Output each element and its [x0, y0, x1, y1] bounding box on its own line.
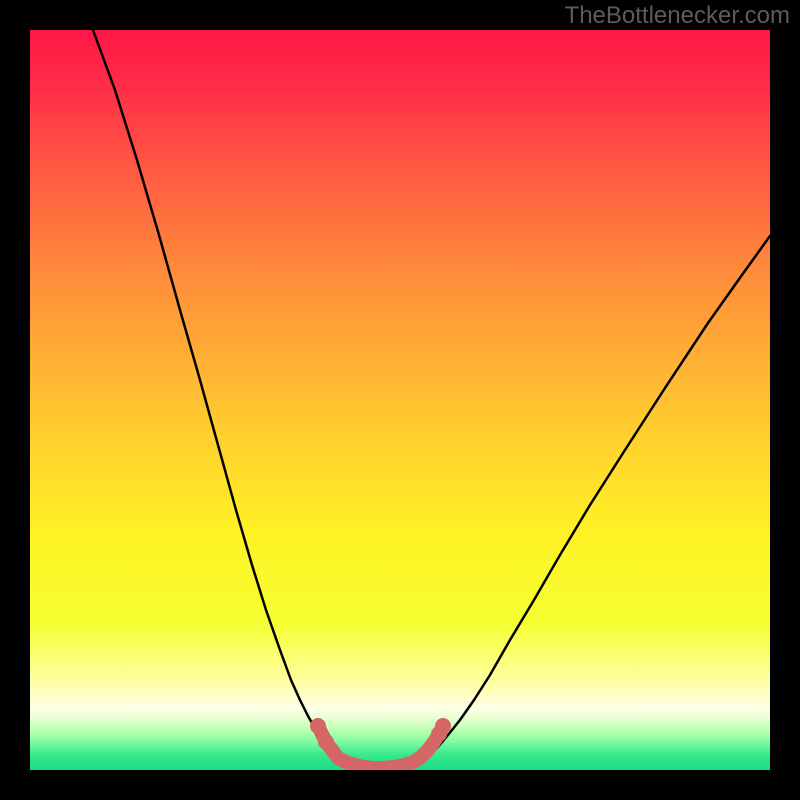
plot-background	[30, 30, 770, 770]
marker-dot	[435, 718, 451, 734]
chart-stage: TheBottlenecker.com	[0, 0, 800, 800]
marker-dot	[310, 718, 326, 734]
chart-svg	[0, 0, 800, 800]
marker-dot	[318, 734, 334, 750]
